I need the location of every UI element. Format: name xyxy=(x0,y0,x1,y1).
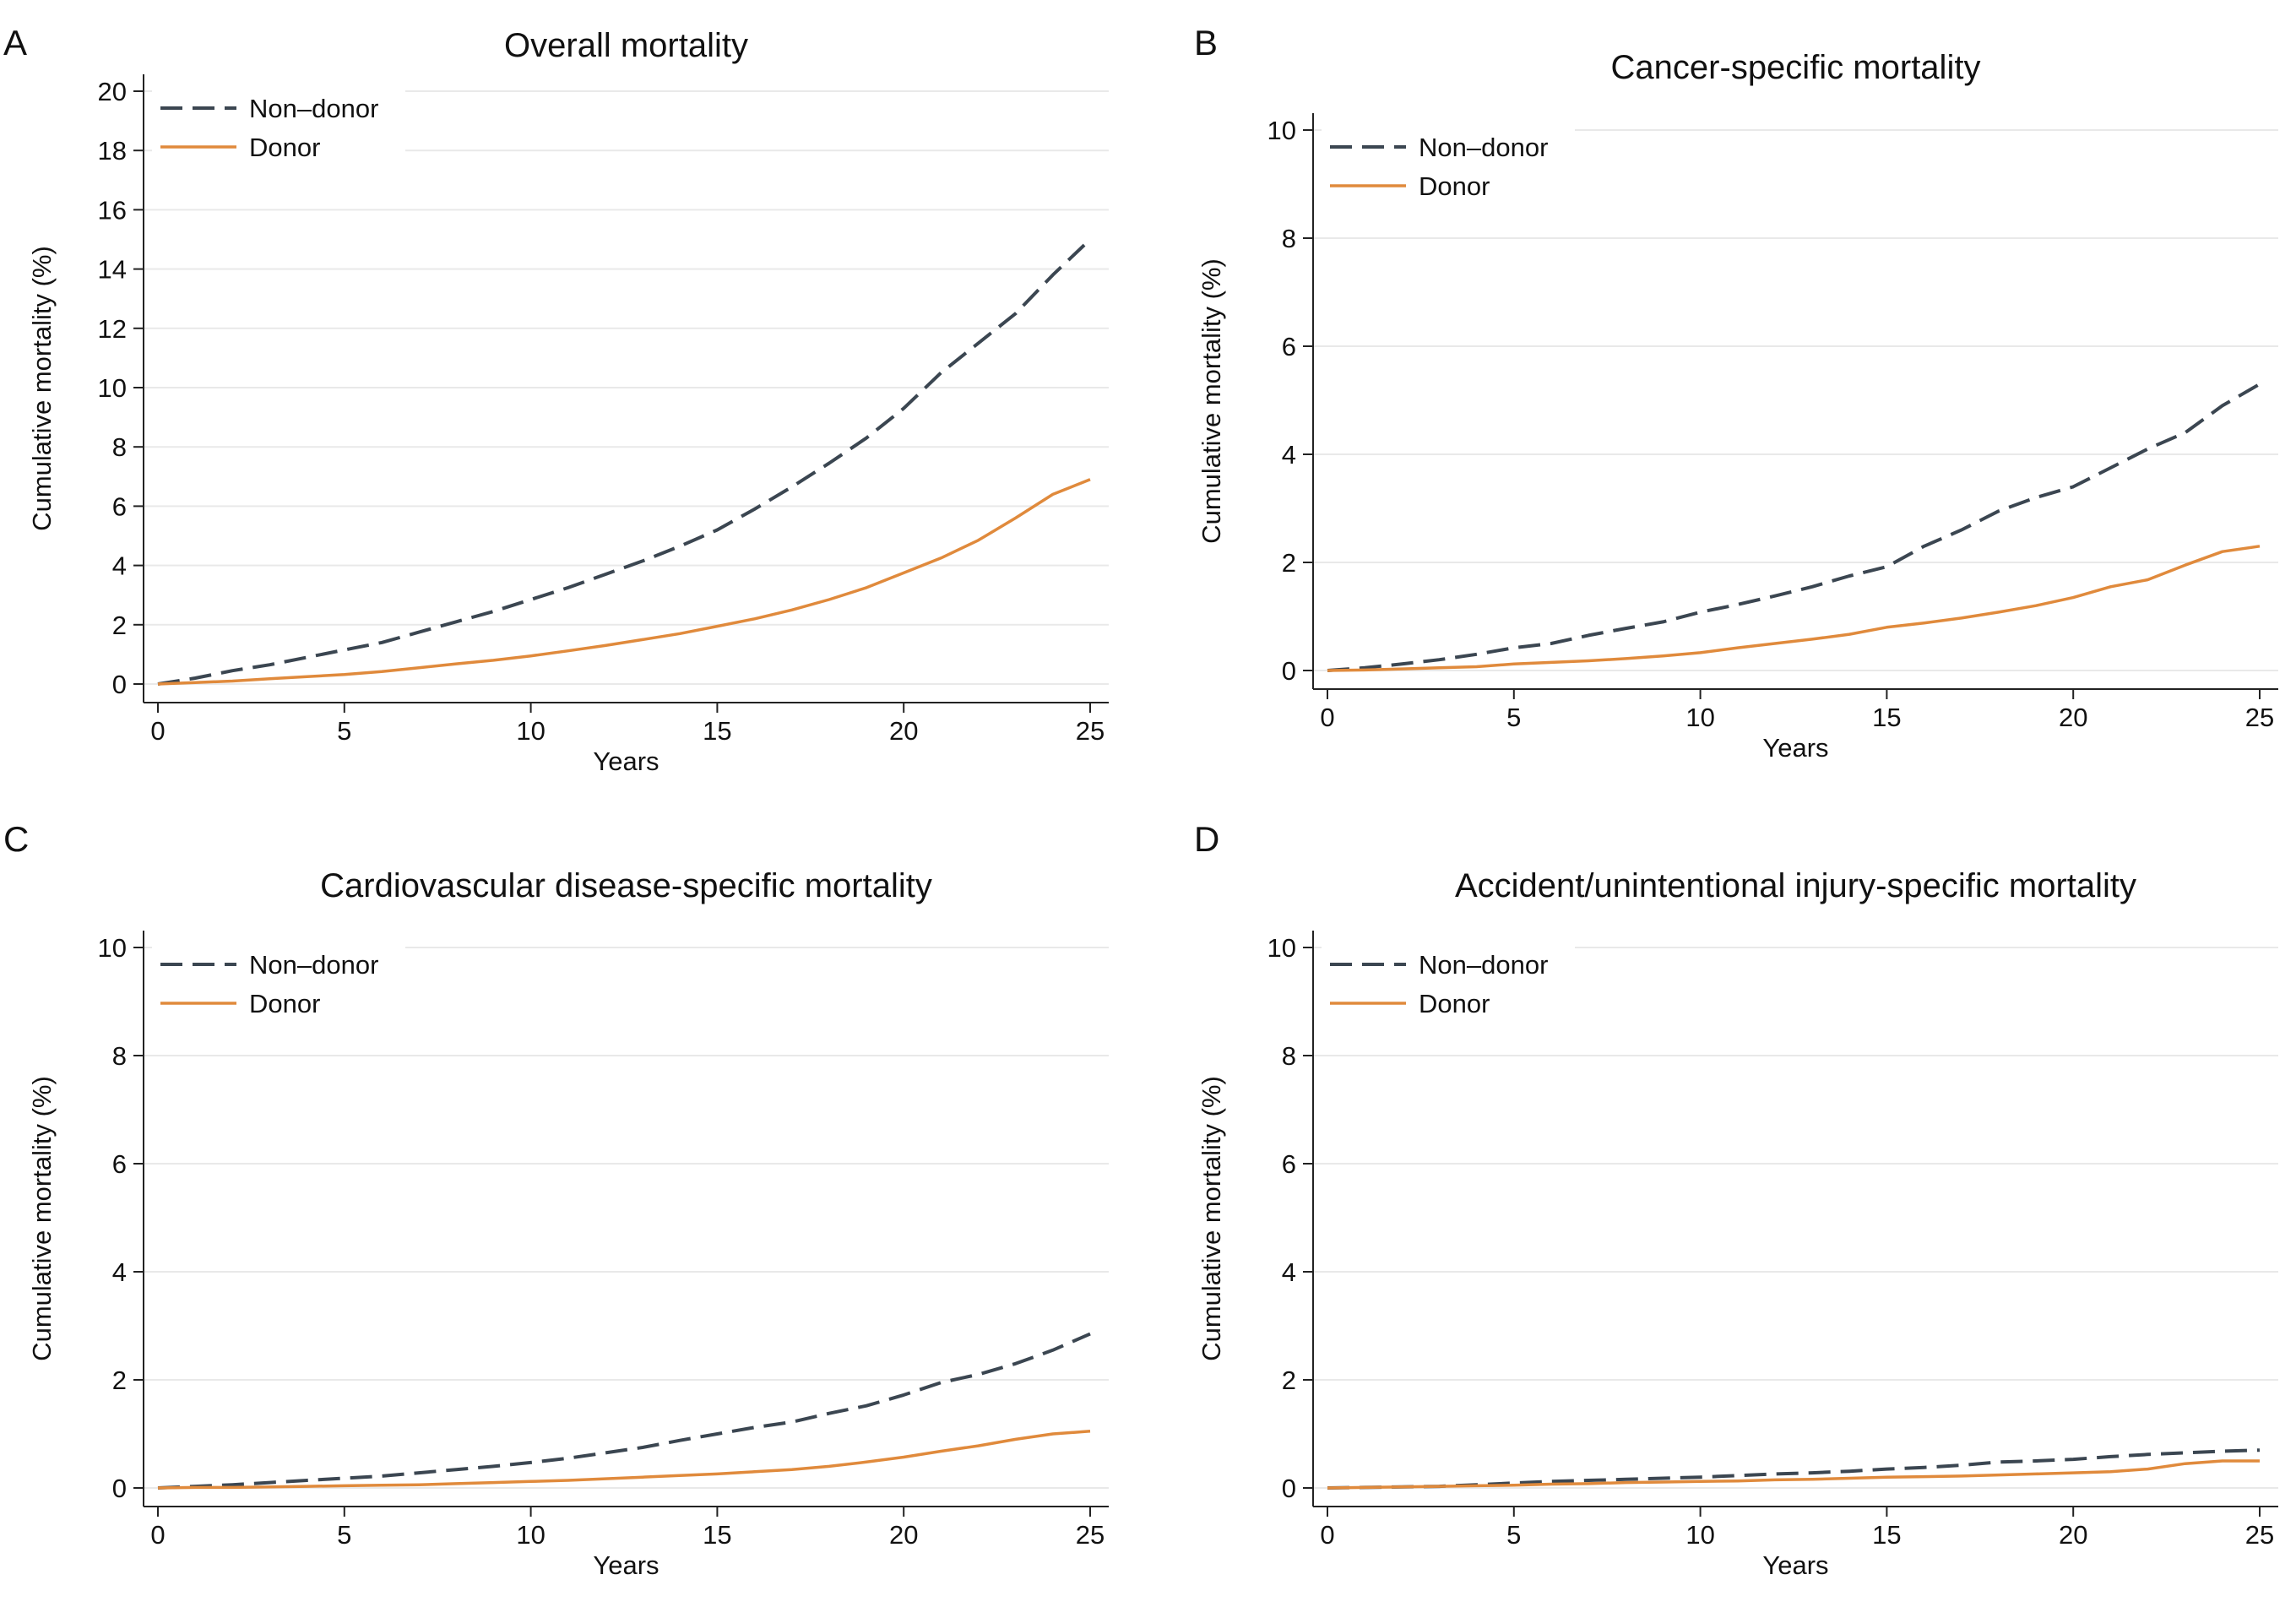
x-tick-label: 10 xyxy=(1685,703,1714,732)
x-tick-label: 15 xyxy=(703,716,731,746)
panel-a-chart: A Overall mortality 0 2 4 6 8 10 12 14 16 18 20 0 5 10 1… xyxy=(3,23,1109,776)
y-axis-title-a: Cumulative mortality (%) xyxy=(27,246,57,531)
non-donor-series-line-a xyxy=(157,238,1092,686)
non-donor-series-line-d xyxy=(1327,1448,2261,1490)
donor-series-line-d xyxy=(1327,1459,2260,1490)
y-tick-label: 4 xyxy=(1282,1257,1296,1287)
y-tick-label: 6 xyxy=(112,1149,127,1179)
y-tick-label: 14 xyxy=(98,255,127,285)
x-tick-label: 0 xyxy=(150,1520,165,1550)
legend-label-non-donor: Non–donor xyxy=(249,950,378,980)
y-axis-title-b: Cumulative mortality (%) xyxy=(1197,258,1226,544)
x-tick-label: 25 xyxy=(1076,1520,1105,1550)
y-tick-label: 2 xyxy=(1282,1366,1296,1395)
y-tick-label: 2 xyxy=(1282,548,1296,578)
x-axis-title-c: Years xyxy=(593,1550,659,1580)
x-tick-label: 0 xyxy=(1320,1520,1334,1550)
x-tick-label: 5 xyxy=(337,716,351,746)
legend-label-non-donor: Non–donor xyxy=(1419,133,1548,162)
y-axis-title-c: Cumulative mortality (%) xyxy=(27,1076,57,1361)
gridlines-a xyxy=(144,90,1109,685)
x-tick-label: 20 xyxy=(889,1520,918,1550)
gridlines-c xyxy=(144,947,1109,1489)
x-tick-label: 0 xyxy=(1320,703,1334,732)
y-tick-label: 6 xyxy=(112,491,127,521)
non-donor-series-line-b xyxy=(1327,383,2261,672)
legend-c: Non–donor Donor xyxy=(160,950,378,1018)
x-tick-label: 10 xyxy=(516,716,545,746)
non-donor-series-line-c xyxy=(157,1332,1091,1490)
legend-label-donor: Donor xyxy=(1419,989,1490,1018)
chart-title-a: Overall mortality xyxy=(504,27,748,64)
x-tick-label: 5 xyxy=(337,1520,351,1550)
chart-title-b: Cancer-specific mortality xyxy=(1611,49,1981,86)
legend-label-donor: Donor xyxy=(249,133,320,162)
panel-c-chart: C Cardiovascular disease-specific mortali… xyxy=(3,819,1109,1580)
y-tick-label: 4 xyxy=(112,551,127,581)
x-tick-label: 5 xyxy=(1506,703,1521,732)
panel-letter-b: B xyxy=(1194,23,1218,62)
panel-d-chart: D Accident/unintentional injury-specific … xyxy=(1194,819,2278,1580)
panel-letter-a: A xyxy=(3,23,27,62)
panel-b-chart: B Cancer-specific mortality 0 2 4 6 8 10 0 5 10 15 2… xyxy=(1194,23,2278,763)
x-tick-label: 20 xyxy=(889,716,918,746)
y-tick-label: 6 xyxy=(1282,332,1296,361)
y-tick-label: 10 xyxy=(1267,116,1296,145)
y-tick-label: 20 xyxy=(98,77,127,106)
chart-title-c: Cardiovascular disease-specific mortalit… xyxy=(320,867,932,904)
x-axis-title-d: Years xyxy=(1762,1550,1828,1580)
donor-series-line-a xyxy=(157,478,1091,686)
gridlines-d xyxy=(1313,947,2278,1489)
x-tick-label: 25 xyxy=(1076,716,1105,746)
y-tick-label: 12 xyxy=(98,314,127,344)
x-tick-label: 15 xyxy=(1872,1520,1901,1550)
x-tick-label: 15 xyxy=(703,1520,731,1550)
gridlines-b xyxy=(1313,129,2278,671)
y-tick-label: 8 xyxy=(1282,224,1296,253)
y-tick-label: 10 xyxy=(98,933,127,963)
y-tick-label: 18 xyxy=(98,136,127,166)
legend-label-donor: Donor xyxy=(249,989,320,1018)
donor-series-line-c xyxy=(157,1430,1091,1490)
y-tick-label: 0 xyxy=(1282,656,1296,686)
donor-series-line-b xyxy=(1327,545,2261,672)
y-tick-label: 0 xyxy=(112,1474,127,1503)
y-tick-label: 0 xyxy=(1282,1474,1296,1503)
x-axis-title-a: Years xyxy=(593,747,659,776)
y-tick-label: 0 xyxy=(112,670,127,699)
y-tick-label: 16 xyxy=(98,195,127,225)
x-tick-label: 25 xyxy=(2245,703,2274,732)
y-tick-label: 2 xyxy=(112,611,127,640)
legend-label-donor: Donor xyxy=(1419,171,1490,201)
legend-d: Non–donor Donor xyxy=(1330,950,1548,1018)
y-tick-label: 4 xyxy=(112,1257,127,1287)
x-tick-label: 15 xyxy=(1872,703,1901,732)
x-axis-title-b: Years xyxy=(1762,733,1828,763)
panel-letter-d: D xyxy=(1194,819,1219,859)
y-axis-title-d: Cumulative mortality (%) xyxy=(1197,1076,1226,1361)
panel-letter-c: C xyxy=(3,819,29,859)
x-tick-label: 10 xyxy=(1685,1520,1714,1550)
legend-label-non-donor: Non–donor xyxy=(249,94,378,123)
y-tick-label: 4 xyxy=(1282,440,1296,470)
x-tick-label: 20 xyxy=(2059,703,2087,732)
x-tick-label: 20 xyxy=(2059,1520,2087,1550)
y-tick-label: 8 xyxy=(112,432,127,462)
chart-title-d: Accident/unintentional injury-specific m… xyxy=(1455,867,2136,904)
y-tick-label: 2 xyxy=(112,1366,127,1395)
legend-a: Non–donor Donor xyxy=(160,94,378,162)
y-tick-label: 10 xyxy=(1267,933,1296,963)
legend-b: Non–donor Donor xyxy=(1330,133,1548,201)
y-tick-label: 8 xyxy=(1282,1041,1296,1071)
y-tick-label: 10 xyxy=(98,373,127,403)
legend-label-non-donor: Non–donor xyxy=(1419,950,1548,980)
x-tick-label: 5 xyxy=(1506,1520,1521,1550)
x-tick-label: 25 xyxy=(2245,1520,2274,1550)
y-tick-label: 8 xyxy=(112,1041,127,1071)
y-tick-label: 6 xyxy=(1282,1149,1296,1179)
x-tick-label: 0 xyxy=(150,716,165,746)
x-tick-label: 10 xyxy=(516,1520,545,1550)
